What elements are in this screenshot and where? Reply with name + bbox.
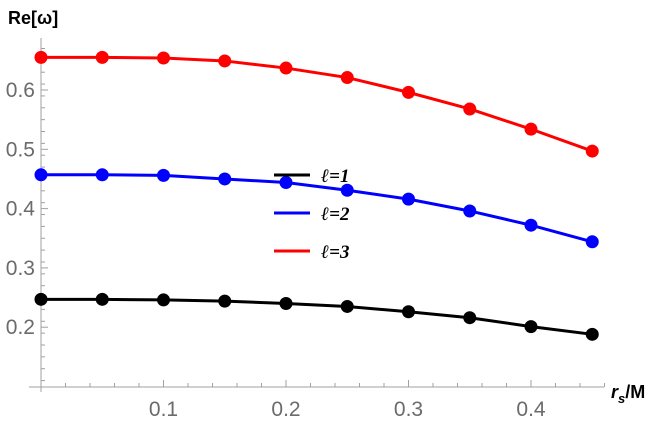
legend-label: ℓ=1 [321, 166, 349, 187]
axes: 0.2 0.3 0.4 0.5 0.6 0.1 0.2 0.3 0.4 [6, 38, 605, 421]
x-tick-label: 0.2 [271, 398, 300, 421]
data-point [279, 176, 293, 190]
data-point [585, 144, 599, 158]
data-point [463, 311, 477, 325]
data-point [524, 320, 538, 334]
data-point [218, 172, 232, 186]
series-2 [34, 168, 599, 249]
y-tick-label: 0.5 [6, 138, 35, 161]
series-1 [34, 292, 599, 341]
data-point [463, 204, 477, 218]
data-point [340, 183, 354, 197]
x-axis-title: rs/M [611, 382, 645, 406]
legend-item: ℓ=1 [274, 166, 349, 187]
data-point [340, 299, 354, 313]
y-tick-label: 0.6 [6, 79, 35, 102]
legend: ℓ=1 ℓ=2 ℓ=3 [274, 166, 350, 263]
data-point [157, 51, 170, 65]
data-point [95, 292, 109, 306]
data-point [95, 168, 109, 182]
data-point [34, 50, 48, 64]
x-tick-label: 0.3 [394, 398, 423, 421]
x-tick-label: 0.4 [516, 398, 546, 421]
data-point [524, 218, 538, 232]
data-point [95, 50, 109, 64]
x-tick-label: 0.1 [149, 398, 178, 421]
data-point [157, 293, 170, 307]
data-point [585, 327, 599, 341]
data-point [340, 71, 354, 85]
data-point [279, 61, 293, 75]
y-tick-label: 0.3 [6, 257, 35, 280]
data-point [402, 305, 415, 319]
legend-item: ℓ=3 [274, 242, 349, 263]
data-point [585, 235, 599, 249]
legend-item: ℓ=2 [274, 204, 350, 225]
y-axis-title: Re[ω] [8, 8, 58, 28]
series-line [41, 297, 593, 336]
data-point [279, 296, 293, 310]
y-tick-label: 0.2 [6, 316, 35, 339]
data-point [218, 294, 232, 308]
series-line [41, 173, 593, 244]
series-3 [34, 50, 599, 158]
data-point [34, 168, 48, 182]
y-tick-label: 0.4 [6, 198, 36, 221]
data-point [157, 168, 170, 182]
data-point [402, 192, 415, 206]
legend-label: ℓ=2 [321, 204, 350, 225]
legend-label: ℓ=3 [321, 242, 349, 263]
series-line [41, 55, 593, 153]
series-group [34, 50, 599, 341]
data-point [34, 292, 48, 306]
data-point [218, 54, 232, 68]
data-point [402, 85, 415, 99]
data-point [524, 122, 538, 136]
data-point [463, 102, 477, 116]
